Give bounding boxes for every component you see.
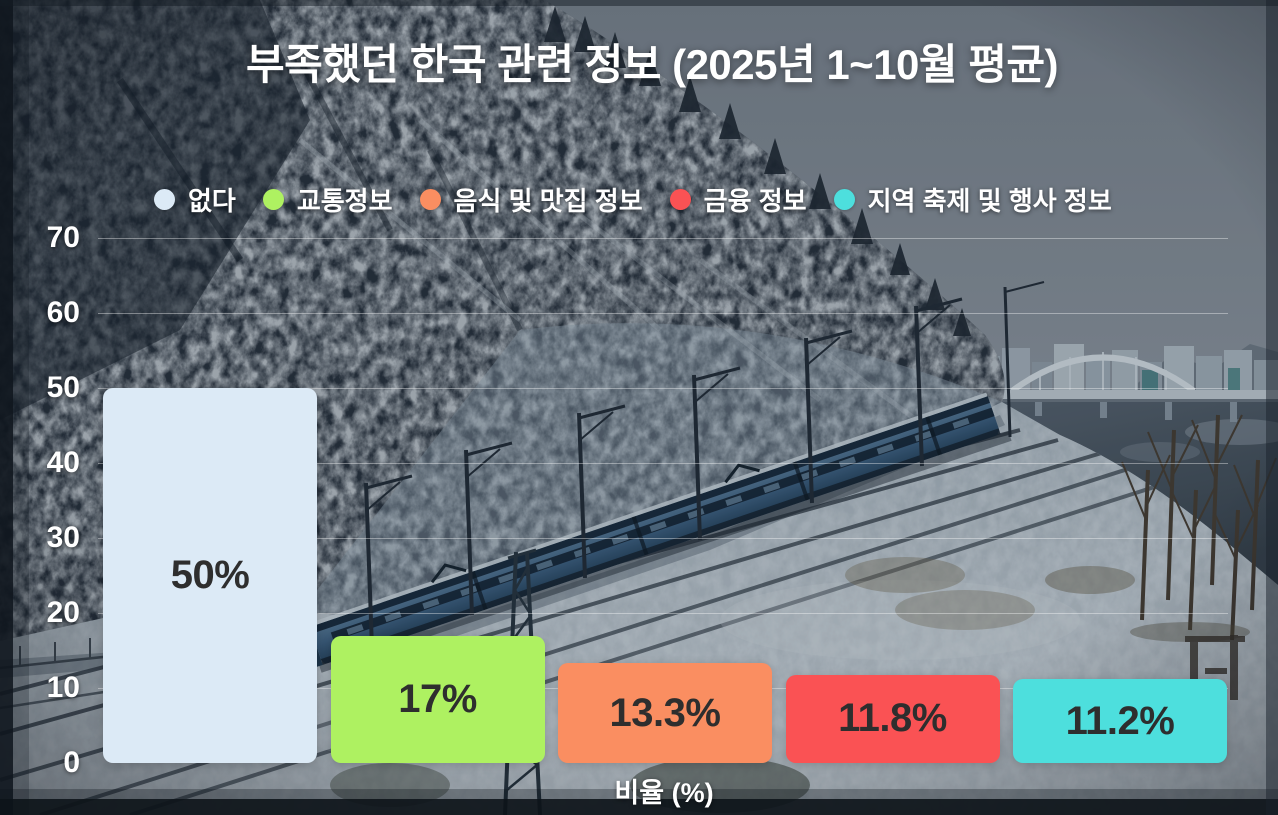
- legend-item: 지역 축제 및 행사 정보: [833, 181, 1112, 218]
- legend-item: 없다: [154, 181, 236, 218]
- legend-swatch-circle: [262, 189, 284, 210]
- y-axis-tick-label: 40: [46, 446, 80, 479]
- bar-value-label: 13.3%: [609, 690, 721, 735]
- bar-traffic-info: 17%: [330, 635, 545, 763]
- legend-label: 없다: [188, 186, 236, 216]
- y-axis-tick-label: 70: [46, 221, 80, 254]
- bar-value-label: 50%: [170, 553, 250, 597]
- y-axis-tick-label: 30: [46, 521, 80, 554]
- legend-item: 교통정보: [262, 181, 393, 218]
- bar-value-label: 17%: [398, 676, 477, 721]
- legend-label: 지역 축제 및 행사 정보: [867, 186, 1112, 216]
- bar-food-restaurant-info: 13.3%: [558, 663, 772, 763]
- bar-none: 50%: [103, 388, 317, 763]
- x-axis-label: 비율 (%): [614, 778, 714, 808]
- bar-local-festival-event-info: 11.2%: [1013, 679, 1227, 763]
- gridline: [98, 388, 1228, 389]
- chart-title: 부족했던 한국 관련 정보 (2025년 1~10월 평균): [246, 41, 1058, 88]
- legend-swatch-circle: [419, 189, 441, 210]
- y-axis-tick-label: 20: [46, 596, 80, 629]
- legend-item: 금융 정보: [669, 181, 807, 218]
- gridline: [98, 313, 1228, 314]
- legend-label: 교통정보: [296, 186, 393, 216]
- legend-swatch-circle: [669, 189, 691, 210]
- gridline: [98, 613, 1228, 614]
- bar-value-label: 11.8%: [838, 696, 947, 741]
- bar-value-label: 11.2%: [1065, 698, 1175, 743]
- gridline: [98, 463, 1228, 464]
- gridline: [98, 238, 1228, 239]
- legend-label: 음식 및 맛집 정보: [453, 186, 643, 216]
- legend-label: 금융 정보: [703, 186, 807, 216]
- legend-swatch-circle: [154, 189, 175, 210]
- gridline: [98, 538, 1228, 539]
- legend: 없다 교통정보 음식 및 맛집 정보 금융 정보 지역 축제 및 행사 정보: [154, 181, 1112, 218]
- legend-swatch-circle: [833, 189, 855, 210]
- y-axis-tick-label: 50: [46, 371, 80, 404]
- y-axis-tick-label: 0: [63, 746, 80, 779]
- y-axis-tick-label: 10: [46, 671, 80, 704]
- bar-finance-info: 11.8%: [785, 674, 1000, 763]
- legend-item: 음식 및 맛집 정보: [419, 181, 643, 218]
- y-axis-tick-label: 60: [46, 296, 80, 329]
